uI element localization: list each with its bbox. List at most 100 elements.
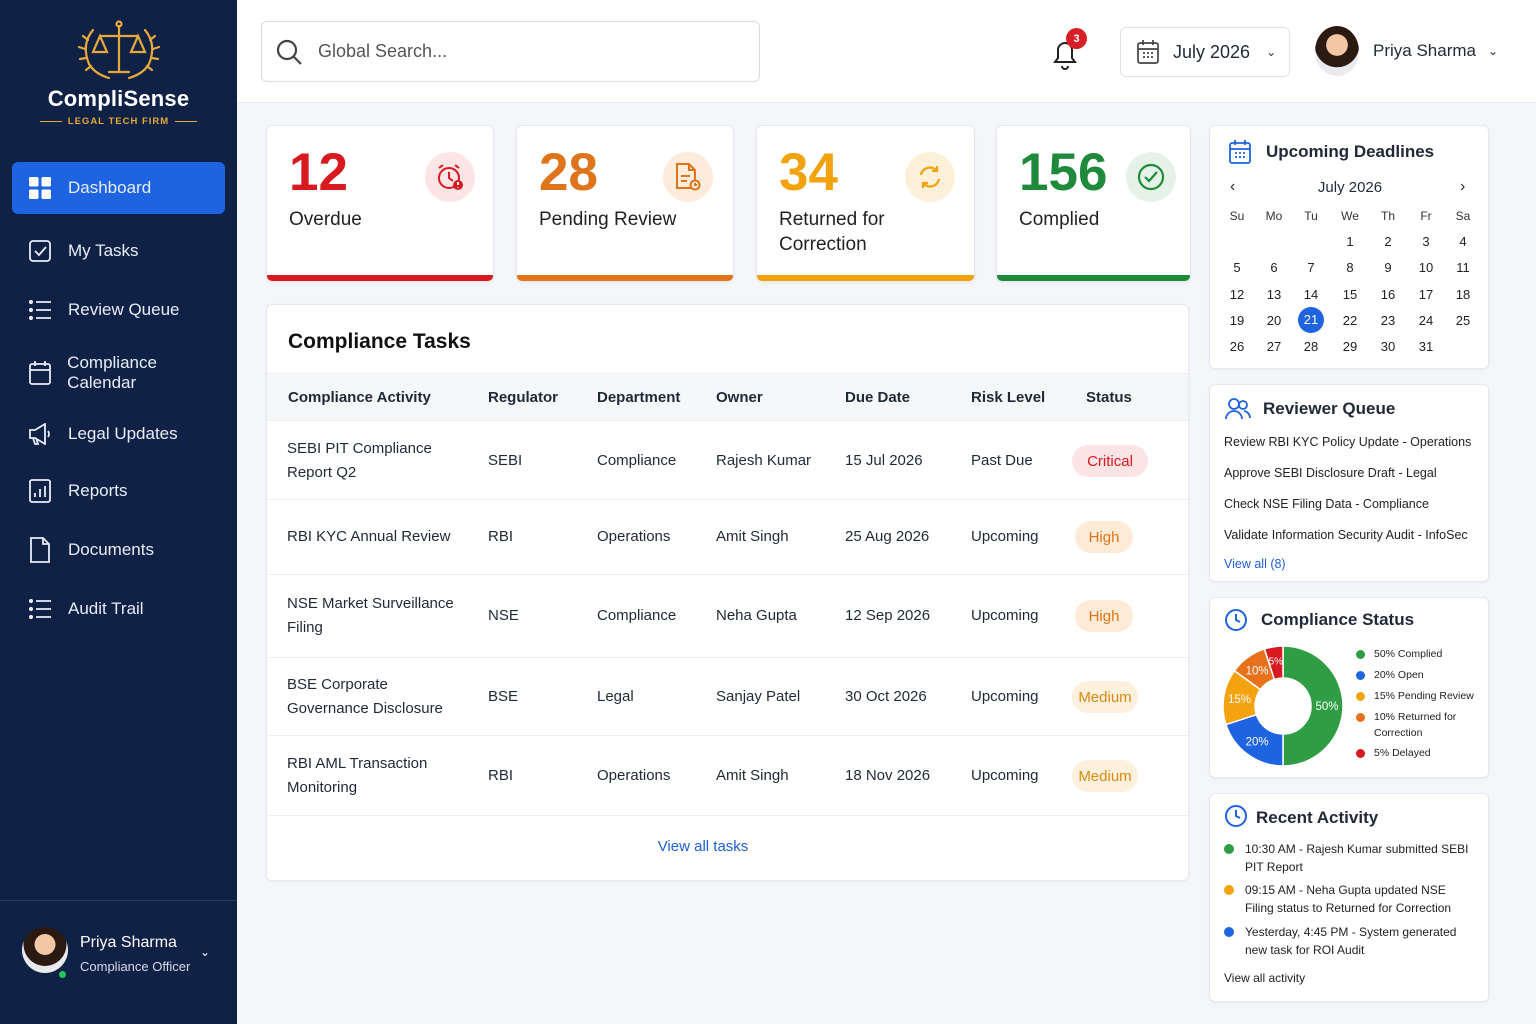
column-header[interactable]: Risk Level xyxy=(971,389,1046,406)
column-header[interactable]: Owner xyxy=(716,389,763,406)
calendar-day[interactable]: 14 xyxy=(1303,286,1319,302)
review-queue-item[interactable]: Approve SEBI Disclosure Draft - Legal xyxy=(1224,466,1437,480)
calendar-day[interactable]: 13 xyxy=(1266,286,1282,302)
calendar-day[interactable]: 10 xyxy=(1418,260,1434,276)
activity-dot xyxy=(1224,844,1234,854)
calendar-weekday: Fr xyxy=(1420,209,1432,223)
cell-due-date: 25 Aug 2026 xyxy=(845,528,930,545)
calendar-day[interactable]: 2 xyxy=(1384,234,1392,249)
panel-title: Upcoming Deadlines xyxy=(1266,142,1435,161)
activity-item[interactable]: 09:15 AM - Neha Gupta updated NSE Filing… xyxy=(1224,881,1476,917)
cell-owner: Amit Singh xyxy=(716,767,789,784)
sidebar-item-label: Documents xyxy=(68,540,154,559)
calendar-day[interactable]: 31 xyxy=(1418,339,1434,355)
sidebar-item-reports[interactable]: Reports xyxy=(12,465,225,517)
donut-slice-delayed[interactable] xyxy=(1263,645,1284,681)
sidebar-item-documents[interactable]: Documents xyxy=(12,524,225,576)
search-input[interactable] xyxy=(318,41,718,62)
calendar-day[interactable]: 28 xyxy=(1303,339,1319,355)
chevron-right-icon[interactable]: › xyxy=(1460,178,1466,195)
user-menu[interactable]: Priya Sharma ⌄ xyxy=(1315,26,1498,76)
calendar-day[interactable]: 7 xyxy=(1307,260,1315,276)
sidebar-user-menu[interactable]: Priya Sharma Compliance Officer ⌄ xyxy=(0,900,237,1024)
activity-item[interactable]: 10:30 AM - Rajesh Kumar submitted SEBI P… xyxy=(1224,840,1476,876)
calendar-day[interactable]: 29 xyxy=(1342,339,1358,355)
view-all-reviews-link[interactable]: View all (8) xyxy=(1224,557,1286,571)
stat-card-pending-review[interactable]: 28 Pending Review xyxy=(516,125,734,282)
review-queue-item[interactable]: Review RBI KYC Policy Update - Operation… xyxy=(1224,435,1472,449)
global-search[interactable] xyxy=(261,21,760,82)
month-selector[interactable]: July 2026 ⌄ xyxy=(1120,27,1290,77)
calendar-day[interactable]: 27 xyxy=(1266,339,1282,355)
calendar-day[interactable]: 30 xyxy=(1380,339,1396,355)
stat-card-returned[interactable]: 34 Returned for Correction xyxy=(756,125,975,282)
stat-card-overdue[interactable]: 12 Overdue xyxy=(266,125,494,282)
table-row[interactable]: RBI AML Transaction Monitoring RBI Opera… xyxy=(267,736,1188,816)
sidebar-item-audit-trail[interactable]: Audit Trail xyxy=(12,583,225,635)
column-header[interactable]: Due Date xyxy=(845,389,911,406)
calendar-day[interactable]: 9 xyxy=(1384,260,1392,276)
cell-due-date: 12 Sep 2026 xyxy=(845,607,931,624)
compliance-tasks-panel: Compliance Tasks Compliance Activity Reg… xyxy=(266,304,1189,881)
activity-item[interactable]: Yesterday, 4:45 PM - System generated ne… xyxy=(1224,923,1476,959)
calendar-day[interactable]: 25 xyxy=(1455,312,1471,328)
donut-slice-complied[interactable] xyxy=(1282,645,1344,767)
column-header[interactable]: Regulator xyxy=(488,389,559,406)
calendar-day[interactable]: 1 xyxy=(1346,234,1354,249)
compliance-status-panel: Compliance Status 50% 20% 15% 10% 5% 50% Com… xyxy=(1209,597,1489,778)
stat-label: Pending Review xyxy=(539,209,677,230)
table-row[interactable]: BSE Corporate Governance Disclosure BSE … xyxy=(267,658,1188,736)
legend-swatch xyxy=(1356,650,1365,659)
chevron-down-icon[interactable]: ⌄ xyxy=(200,945,211,959)
sidebar-item-my-tasks[interactable]: My Tasks xyxy=(12,225,225,277)
column-header[interactable]: Compliance Activity xyxy=(288,389,431,406)
calendar-day[interactable]: 22 xyxy=(1342,312,1358,328)
calendar-day[interactable]: 11 xyxy=(1456,260,1470,276)
review-queue-item[interactable]: Validate Information Security Audit - In… xyxy=(1224,528,1468,542)
donut-slice-label: 20% xyxy=(1246,737,1269,749)
activity-dot xyxy=(1224,927,1234,937)
sidebar-item-dashboard[interactable]: Dashboard xyxy=(12,162,225,214)
calendar-day[interactable]: 16 xyxy=(1380,286,1396,302)
calendar-day[interactable]: 24 xyxy=(1418,312,1434,328)
view-all-tasks-link[interactable]: View all tasks xyxy=(657,838,749,855)
calendar-day[interactable]: 4 xyxy=(1459,234,1467,249)
table-row[interactable]: SEBI PIT Compliance Report Q2 SEBI Compl… xyxy=(267,422,1188,500)
scales-of-justice-icon xyxy=(77,20,160,80)
calendar-day[interactable]: 3 xyxy=(1422,234,1430,249)
cell-risk-level: Upcoming xyxy=(971,528,1039,545)
brand-name: CompliSense xyxy=(47,86,190,111)
calendar-day[interactable]: 6 xyxy=(1270,260,1278,276)
bell-icon[interactable] xyxy=(1050,36,1080,72)
brand-logo[interactable]: CompliSense LEGAL TECH FIRM xyxy=(0,18,237,127)
calendar-day[interactable]: 26 xyxy=(1229,339,1245,355)
calendar-day[interactable]: 12 xyxy=(1229,286,1245,302)
legend-label: 10% Returned for Correction xyxy=(1374,711,1457,739)
cell-owner: Amit Singh xyxy=(716,528,789,545)
chevron-left-icon[interactable]: ‹ xyxy=(1230,178,1236,195)
table-row[interactable]: RBI KYC Annual Review RBI Operations Ami… xyxy=(267,500,1188,575)
report-icon xyxy=(28,479,52,503)
column-header[interactable]: Department xyxy=(597,389,681,406)
calendar-day[interactable]: 18 xyxy=(1455,286,1471,302)
column-header[interactable]: Status xyxy=(1086,389,1132,406)
calendar-day[interactable]: 20 xyxy=(1266,312,1282,328)
stat-card-complied[interactable]: 156 Complied xyxy=(996,125,1191,282)
calendar-day[interactable]: 8 xyxy=(1346,260,1354,276)
calendar-day[interactable]: 17 xyxy=(1418,286,1434,302)
sidebar-item-compliance-calendar[interactable]: Compliance Calendar xyxy=(12,347,225,399)
calendar-day[interactable]: 5 xyxy=(1233,260,1241,276)
sidebar-item-label: Reports xyxy=(68,481,128,500)
review-queue-item[interactable]: Check NSE Filing Data - Compliance xyxy=(1224,497,1429,511)
calendar-day-today[interactable]: 21 xyxy=(1298,306,1324,333)
table-row[interactable]: NSE Market Surveillance Filing NSE Compl… xyxy=(267,575,1188,658)
calendar-day[interactable]: 19 xyxy=(1229,312,1245,328)
sidebar-item-review-queue[interactable]: Review Queue xyxy=(12,284,225,336)
calendar-weekday: We xyxy=(1341,209,1359,223)
calendar-day[interactable]: 23 xyxy=(1380,312,1396,328)
status-badge: Medium xyxy=(1072,681,1138,713)
upcoming-deadlines-panel: Upcoming Deadlines ‹ July 2026 › Su Mo Tu W… xyxy=(1209,125,1489,369)
calendar-day[interactable]: 15 xyxy=(1342,286,1358,302)
view-all-activity-link[interactable]: View all activity xyxy=(1224,971,1306,985)
sidebar-item-legal-updates[interactable]: Legal Updates xyxy=(12,408,225,460)
